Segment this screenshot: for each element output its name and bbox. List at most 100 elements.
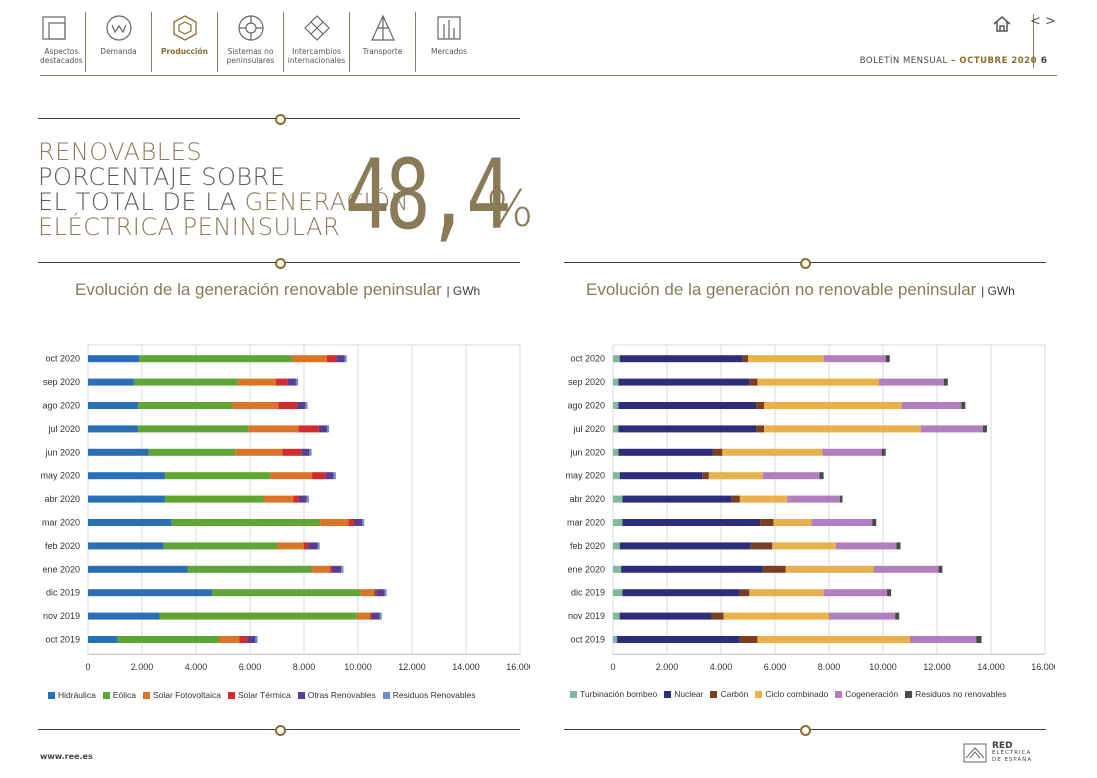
bar-segment: [164, 495, 264, 503]
bar-segment: [235, 448, 283, 456]
percent-sign: %: [486, 180, 534, 238]
category-label: dic 2019: [46, 588, 80, 598]
bar-segment: [757, 636, 910, 643]
bar-segment: [308, 542, 318, 550]
bar-segment: [293, 495, 299, 503]
category-label: nov 2019: [43, 611, 80, 621]
bar-segment: [613, 402, 619, 409]
bar-segment: [787, 495, 840, 503]
bar-segment: [739, 495, 788, 503]
nav-item-produccion[interactable]: Producción: [152, 12, 218, 72]
bar-segment: [757, 378, 879, 386]
x-tick-label: 6.000: [239, 662, 262, 672]
bar-segment: [88, 495, 165, 503]
bar-segment: [88, 542, 164, 550]
home-icon[interactable]: [992, 15, 1012, 33]
x-tick-label: 12.000: [398, 662, 426, 672]
bar-segment: [333, 472, 336, 480]
category-label: jul 2020: [572, 424, 605, 434]
nav-item-demanda[interactable]: Demanda: [86, 12, 152, 72]
bar-segment: [275, 378, 288, 386]
bar-segment: [622, 519, 761, 526]
bar-segment: [742, 355, 748, 363]
bar-segment: [722, 448, 823, 456]
bar-segment: [187, 565, 313, 573]
bar-segment: [618, 378, 750, 386]
nav-label: Demanda: [100, 47, 137, 56]
prev-page-button[interactable]: <: [1030, 14, 1041, 29]
legend-item: Hidráulica: [48, 690, 96, 700]
bar-segment: [748, 355, 824, 363]
x-tick-label: 6.000: [764, 662, 787, 672]
nonrenewable-generation-chart: 0 2.000 4.000 6.000 8.000 10.000 12.000 14.000 1…: [565, 344, 1055, 672]
category-label: ago 2020: [567, 401, 605, 411]
legend-swatch: [297, 691, 305, 699]
category-label: mar 2020: [42, 518, 80, 528]
legend-swatch: [570, 690, 577, 698]
legend-item: Cogeneración: [835, 689, 898, 699]
nav-item-sistemas[interactable]: Sistemas no peninsulares: [218, 12, 284, 72]
bar-segment: [613, 472, 620, 480]
logo-sub-text-2: DE ESPAÑA: [992, 757, 1033, 763]
category-label: jun 2020: [569, 447, 605, 457]
bar-segment: [301, 448, 310, 456]
bar-segment: [619, 612, 712, 620]
legend-swatch: [48, 691, 55, 699]
bar-segment: [171, 519, 321, 526]
bar-segment: [326, 425, 330, 433]
legend-label: Otras Renovables: [307, 690, 376, 700]
bar-segment: [613, 542, 620, 550]
bar-segment: [148, 448, 236, 456]
nav-label: Mercados: [431, 47, 467, 56]
bar-segment: [88, 472, 165, 480]
bar-segment: [819, 472, 824, 480]
nav-item-aspectos[interactable]: Aspectos destacados: [40, 12, 86, 72]
bar-segment: [764, 402, 902, 409]
bar-segment: [613, 355, 620, 363]
ree-logo-icon: [963, 743, 987, 763]
bar-segment: [619, 355, 743, 363]
next-page-button[interactable]: >: [1045, 14, 1056, 29]
legend-item: Residuos no renovables: [905, 689, 1006, 699]
bar-segment: [772, 542, 836, 550]
legend-renewable: Hidráulica Eólica Solar Fotovoltaica Solar …: [48, 690, 483, 700]
bar-segment: [312, 565, 330, 573]
bar-segment: [839, 495, 843, 503]
bar-segment: [613, 378, 619, 386]
legend-label: Residuos no renovables: [915, 689, 1007, 699]
bar-segment: [731, 495, 740, 503]
legend-label: Cogeneración: [845, 689, 899, 699]
bar-segment: [306, 495, 309, 503]
legend-label: Eólica: [112, 690, 136, 700]
bar-segment: [943, 378, 948, 386]
nav-item-transporte[interactable]: Transporte: [350, 12, 416, 72]
category-label: oct 2020: [570, 354, 605, 364]
renewables-percentage: 48,4: [345, 139, 511, 251]
bar-segment: [773, 519, 812, 526]
legend-swatch: [102, 691, 110, 699]
legend-label: Solar Térmica: [238, 690, 291, 700]
bar-segment: [212, 589, 361, 597]
legend-label: Nuclear: [674, 689, 704, 699]
footer-url[interactable]: www.ree.es: [40, 752, 93, 761]
bar-segment: [247, 636, 256, 643]
bulletin-title: BOLETÍN MENSUAL – OCTUBRE 2020: [859, 56, 1037, 66]
bar-segment: [896, 542, 901, 550]
bar-segment: [163, 542, 277, 550]
bar-segment: [329, 565, 332, 573]
bar-segment: [873, 565, 939, 573]
legend-swatch: [228, 691, 235, 699]
transporte-icon: [370, 14, 395, 41]
bar-segment: [297, 402, 306, 409]
bar-segment: [622, 495, 732, 503]
header-rule: [40, 75, 1057, 76]
bar-segment: [749, 589, 824, 597]
bar-segment: [823, 589, 888, 597]
nav-label: Intercambios internacionales: [287, 47, 346, 65]
bar-segment: [218, 636, 240, 643]
nav-item-intercambios[interactable]: Intercambios internacionales: [284, 12, 350, 72]
bar-segment: [237, 378, 276, 386]
nav-item-mercados[interactable]: Mercados: [416, 12, 482, 72]
category-label: ene 2020: [567, 564, 605, 574]
bar-segment: [613, 612, 620, 620]
